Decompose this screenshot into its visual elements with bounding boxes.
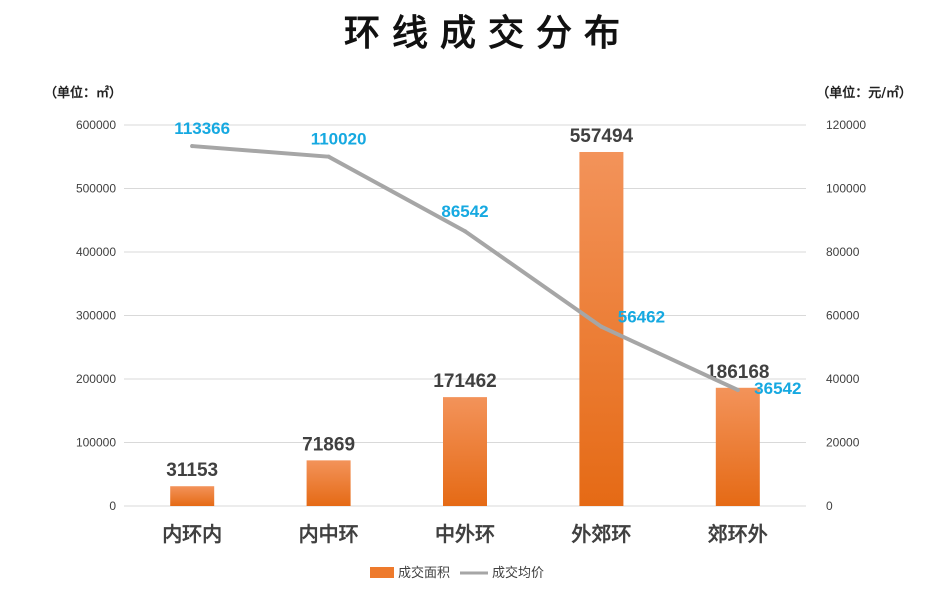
left-tick-label: 600000: [76, 118, 116, 132]
bar: [715, 387, 760, 506]
right-tick-label: 20000: [826, 436, 860, 450]
left-tick-label: 100000: [76, 436, 116, 450]
right-tick-label: 100000: [826, 182, 866, 196]
right-tick-label: 0: [826, 499, 833, 513]
right-axis-unit: （单位：元/㎡）: [816, 85, 912, 101]
bar: [443, 397, 487, 506]
bar-data-label: 71869: [302, 434, 355, 455]
legend-label-bar: 成交面积: [398, 565, 450, 581]
left-tick-label: 400000: [76, 245, 116, 259]
line-point: [326, 154, 331, 159]
left-tick-label: 500000: [76, 182, 116, 196]
left-tick-label: 300000: [76, 309, 116, 323]
legend: 成交面积 成交均价: [370, 565, 544, 581]
category-axis-labels: 内环内 内中环 中外环 外郊环 郊环外: [162, 522, 768, 546]
line-data-label: 56462: [618, 308, 665, 327]
left-axis-unit: （单位：㎡）: [44, 85, 122, 101]
category-label: 外郊环: [571, 522, 631, 546]
line-data-labels: 113366 110020 86542 56462 36542: [174, 119, 801, 398]
right-tick-label: 60000: [826, 309, 860, 323]
right-axis-ticks: 0 20000 40000 60000 80000 100000 120000: [826, 118, 866, 513]
line-data-label: 110020: [311, 130, 367, 149]
bar: [306, 460, 351, 506]
bar-data-label: 31153: [166, 460, 218, 481]
line-point: [190, 144, 195, 149]
line-point: [599, 324, 604, 329]
line-point: [735, 387, 740, 392]
line-data-label: 113366: [174, 119, 230, 138]
chart-title: 环线成交分布: [344, 12, 632, 54]
right-tick-label: 40000: [826, 372, 860, 386]
bar-series: [170, 151, 760, 506]
category-label: 中外环: [435, 522, 495, 546]
right-tick-label: 120000: [826, 118, 866, 132]
right-tick-label: 80000: [826, 245, 860, 259]
bar-data-label: 557494: [570, 126, 634, 147]
left-axis-ticks: 0 100000 200000 300000 400000 500000 600000: [76, 118, 116, 513]
left-tick-label: 200000: [76, 372, 116, 386]
bar: [170, 486, 215, 506]
bar: [579, 151, 624, 506]
bar-data-label: 171462: [433, 371, 496, 392]
line-data-label: 36542: [754, 379, 801, 398]
category-label: 内环内: [162, 522, 222, 546]
category-label: 郊环外: [708, 522, 768, 546]
line-point: [463, 229, 467, 234]
bar-data-label: 186168: [706, 362, 769, 383]
legend-label-line: 成交均价: [492, 565, 544, 581]
left-tick-label: 0: [109, 499, 116, 513]
line-path: [190, 144, 740, 392]
category-label: 内中环: [299, 522, 359, 546]
line-data-label: 86542: [441, 202, 488, 221]
legend-swatch-bar: [370, 567, 394, 578]
line-series: [190, 144, 740, 392]
bar-data-labels: 31153 71869 171462 557494 186168: [166, 126, 769, 481]
gridlines: [124, 124, 806, 507]
